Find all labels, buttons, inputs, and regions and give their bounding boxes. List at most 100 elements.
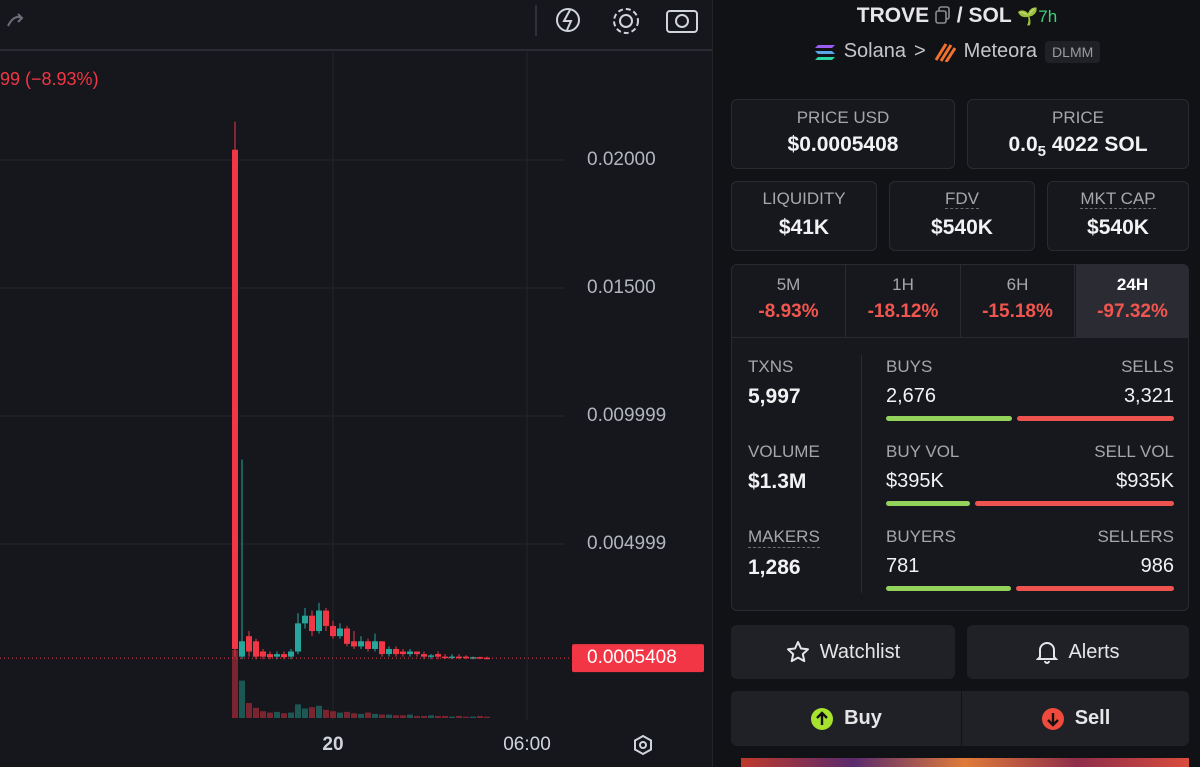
volume-bar <box>463 716 469 718</box>
candle-body <box>323 610 329 626</box>
mktcap-card: MKT CAP $540K <box>1047 181 1189 251</box>
redo-icon[interactable] <box>7 13 24 27</box>
timeframe-label: 5M <box>776 275 801 294</box>
pair-panel: TROVE / SOL 🌱7h Solana > Meteora DLMM PR… <box>712 0 1200 767</box>
volume-bar <box>407 714 413 718</box>
volume-bar <box>281 713 287 718</box>
mktcap-value: $540K <box>1087 216 1149 239</box>
stat-block: TXNS 5,997 <box>748 357 801 409</box>
stat-row-right-label: SELL VOL <box>1094 442 1174 461</box>
volume-bar <box>302 708 308 718</box>
stat-row-left-label: BUYERS <box>886 527 956 546</box>
bell-icon <box>1036 642 1059 664</box>
price-digits: 4022 SOL <box>1051 133 1148 156</box>
chart-background <box>0 0 712 767</box>
candle-body <box>232 149 238 649</box>
dex-name[interactable]: Meteora <box>963 40 1038 62</box>
snapshot-icon[interactable] <box>666 10 698 33</box>
volume-bar <box>309 707 315 718</box>
candle-body <box>386 648 392 655</box>
candle-body <box>414 651 420 655</box>
timeframe-label: 24H <box>1116 275 1149 294</box>
volume-bar <box>267 712 273 718</box>
candle-body <box>421 654 427 657</box>
base-symbol: TROVE <box>856 4 930 27</box>
candle-body <box>239 641 245 657</box>
candle-body <box>435 654 441 657</box>
watchlist-button[interactable]: Watchlist <box>731 625 955 679</box>
stat-row-right-value: 986 <box>1140 555 1174 577</box>
timeframe-tab[interactable]: 24H -97.32% <box>1075 265 1188 337</box>
fdv-label[interactable]: FDV <box>945 189 979 209</box>
price-usd-card: PRICE USD $0.0005408 <box>731 99 955 169</box>
candle-body <box>337 628 343 637</box>
candle-body <box>316 610 322 632</box>
stat-row-left-value: 781 <box>886 555 920 577</box>
fdv-value: $540K <box>931 216 993 239</box>
volume-bar <box>414 715 420 718</box>
candle-body <box>246 636 252 652</box>
chain-name[interactable]: Solana <box>843 40 906 62</box>
y-tick-label: 0.004999 <box>587 533 666 554</box>
buy-share-bar <box>886 586 1012 591</box>
mktcap-label[interactable]: MKT CAP <box>1080 189 1156 209</box>
volume-bar <box>344 711 350 718</box>
candle-body <box>295 623 301 652</box>
candle-body <box>442 656 448 659</box>
candle-body <box>274 654 280 657</box>
volume-bar <box>400 715 406 718</box>
liquidity-label: LIQUIDITY <box>762 189 846 208</box>
copy-icon[interactable] <box>935 6 951 24</box>
stat-label: TXNS <box>748 357 794 376</box>
volume-bar <box>295 704 301 718</box>
volume-bar <box>449 716 455 718</box>
candle-body <box>365 641 371 649</box>
stat-row-right-label: SELLS <box>1121 357 1174 376</box>
candle-body <box>260 651 266 657</box>
candle-body <box>309 615 315 632</box>
stats-right: BUYS SELLS 2,676 3,321 BUY VOL SELL VOL $395K $… <box>886 357 1174 607</box>
volume-bar <box>330 711 336 718</box>
banner-strip <box>741 758 1189 767</box>
alerts-label: Alerts <box>1068 640 1120 663</box>
stats-card: 5M -8.93% 1H -18.12% 6H -15.18% 24H -97.32% TXN… <box>731 264 1189 611</box>
settings-icon[interactable] <box>619 14 633 28</box>
buy-icon <box>811 707 834 730</box>
pair-separator: / <box>956 4 963 27</box>
candle-body <box>372 641 378 649</box>
buy-share-bar <box>886 501 971 506</box>
stat-value: 1,286 <box>748 556 801 579</box>
chart-settings-icon[interactable] <box>634 734 652 756</box>
sell-button[interactable]: Sell <box>962 691 1189 746</box>
buy-button[interactable]: Buy <box>731 691 961 746</box>
timeframe-tab[interactable]: 6H -15.18% <box>961 265 1075 337</box>
chart-settings-dot <box>639 741 647 749</box>
candle-body <box>288 651 294 657</box>
timeframe-tab[interactable]: 1H -18.12% <box>847 265 961 337</box>
source-arrow: > <box>913 40 926 62</box>
candle-body <box>302 615 308 624</box>
candle-body <box>393 648 399 655</box>
timeframe-tabs: 5M -8.93% 1H -18.12% 6H -15.18% 24H -97.32% <box>732 265 1188 338</box>
volume-bar <box>379 714 385 718</box>
quote-symbol: SOL <box>968 4 1012 27</box>
pair-source: Solana > Meteora DLMM <box>713 40 1200 63</box>
candle-body <box>253 641 259 657</box>
volume-bar <box>421 715 427 718</box>
toolbar-icons <box>556 8 698 756</box>
volume-bar <box>435 715 441 718</box>
alerts-button[interactable]: Alerts <box>967 625 1189 679</box>
price-native-value: 0.05 4022 SOL <box>968 133 1188 160</box>
stat-row-left-label: BUYS <box>886 357 933 376</box>
candle-body <box>400 651 406 655</box>
volume-bar <box>316 705 322 718</box>
age-text: 7h <box>1038 7 1058 26</box>
volume-bar <box>372 713 378 718</box>
y-tick-label: 0.02000 <box>587 149 656 170</box>
timeframe-tab[interactable]: 5M -8.93% <box>732 265 846 337</box>
settings-cog <box>613 8 639 34</box>
volume-bar <box>274 711 280 718</box>
pool-badge: DLMM <box>1045 40 1101 63</box>
alert-icon[interactable] <box>556 8 580 32</box>
last-price-label: 0.0005408 <box>587 647 677 668</box>
